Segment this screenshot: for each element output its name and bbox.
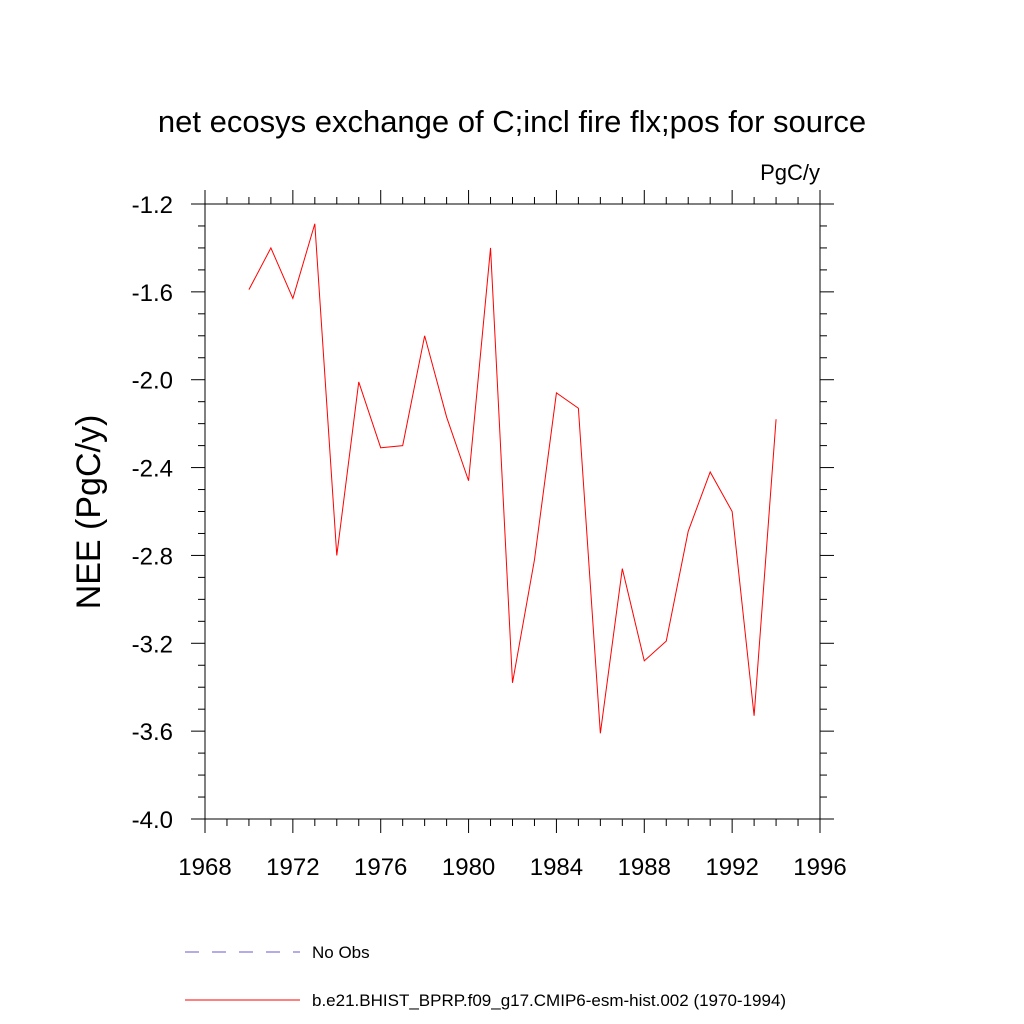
legend: No Obs b.e21.BHIST_BPRP.f09_g17.CMIP6-esm… <box>185 943 786 1010</box>
x-tick-label: 1980 <box>442 854 495 881</box>
y-tick-label: -3.6 <box>132 719 173 746</box>
x-tick-label: 1988 <box>618 854 671 881</box>
x-tick-label: 1972 <box>266 854 319 881</box>
series-line <box>248 223 777 734</box>
axis-ticks: 1968 1972 1976 1980 1984 1988 1992 1996 -4.0 -3.6… <box>132 190 847 881</box>
series-lines <box>248 223 777 734</box>
legend-label: No Obs <box>312 943 370 962</box>
y-tick-label: -3.2 <box>132 631 173 658</box>
y-tick-label: -2.0 <box>132 368 173 395</box>
y-tick-label: -1.2 <box>132 192 173 219</box>
units-label: PgC/y <box>760 160 820 185</box>
y-tick-label: -4.0 <box>132 807 173 834</box>
y-tick-label: -2.8 <box>132 543 173 570</box>
x-tick-label: 1968 <box>178 854 231 881</box>
plot-frame <box>204 203 821 820</box>
x-tick-label: 1976 <box>354 854 407 881</box>
y-axis-label: NEE (PgC/y) <box>70 415 108 610</box>
chart-title: net ecosys exchange of C;incl fire flx;p… <box>158 104 866 139</box>
x-tick-label: 1984 <box>530 854 583 881</box>
x-tick-label: 1992 <box>705 854 758 881</box>
y-tick-label: -1.6 <box>132 280 173 307</box>
legend-label: b.e21.BHIST_BPRP.f09_g17.CMIP6-esm-hist.… <box>312 991 786 1010</box>
x-tick-label: 1996 <box>793 854 846 881</box>
y-tick-label: -2.4 <box>132 456 173 483</box>
